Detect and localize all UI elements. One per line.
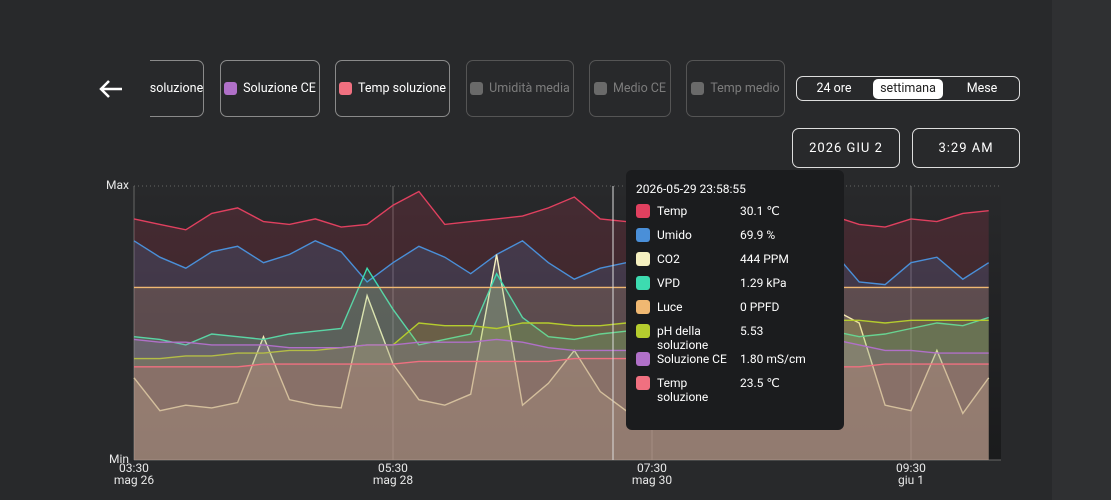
tooltip-row: Soluzione CE 1.80 mS/cm [636,352,834,376]
time-button[interactable]: 3:29 AM [912,128,1020,168]
chip[interactable]: Medio CE [589,60,671,117]
tooltip-swatch [636,204,650,218]
plot-shade [134,186,1001,460]
chip-checkbox [470,82,484,95]
chip-checkbox [691,82,705,95]
tooltip-row: Luce 0 PPFD [636,300,834,324]
chip[interactable]: Umidità media [466,60,574,117]
chip-label: Temp medio [710,81,780,96]
tooltip-swatch [636,376,650,390]
series-area [134,358,989,460]
range-option[interactable]: settimana [873,78,943,99]
chip-label: Temp soluzione [358,81,446,96]
range-option[interactable]: 24 ore [816,80,852,96]
chip[interactable]: Temp medio [686,60,785,117]
tooltip-value: 30.1 ℃ [740,204,780,218]
back-button[interactable] [96,74,126,104]
x-tick-label: 03:30 mag 26 [114,461,155,487]
tooltip-row: Temp soluzione 23.5 ℃ [636,376,834,404]
series-line [133,338,989,354]
y-tick-label: Max [106,178,129,192]
date-button[interactable]: 2026 GIU 2 [792,128,900,168]
tooltip-swatch [636,228,650,242]
range-option[interactable]: Mese [966,80,998,96]
tooltip-series-name: Temp soluzione [657,376,709,404]
chip[interactable]: soluzione [150,60,204,117]
tooltip-row: Temp 30.1 ℃ [636,204,834,228]
chip-label: Umidità media [489,81,570,96]
y-tick-label: Min [109,452,129,466]
tooltip-series-name: pH della soluzione [657,324,709,352]
series-line [134,319,989,360]
tooltip-row: VPD 1.29 kPa [636,276,834,300]
tooltip-series-name: Umido [657,228,692,242]
tooltip-value: 444 PPM [740,252,789,266]
tooltip-swatch [636,276,650,290]
x-tick-label: 09:30 giu 1 [896,461,926,487]
tooltip-value: 0 PPFD [740,300,780,314]
tooltip-row: CO2 444 PPM [636,252,834,276]
chip-label: Medio CE [612,81,667,96]
chip-checkbox [593,82,607,95]
tooltip-series-name: VPD [657,276,681,290]
tooltip-swatch [636,252,650,266]
chip-label: soluzione [150,81,204,96]
series-line [133,239,990,297]
chip-label: Soluzione CE [243,81,316,96]
series-line [134,357,989,368]
tooltip-swatch [636,352,650,366]
tooltip-value: 1.29 kPa [740,276,787,290]
chip-checkbox [339,82,352,95]
tooltip-row: Umido 69.9 % [636,228,834,252]
chip[interactable]: Temp soluzione [335,60,450,117]
tooltip-title: 2026-05-29 23:58:55 [636,182,746,196]
x-tick-label: 05:30 mag 28 [373,461,414,487]
tooltip: 2026-05-29 23:58:55 Temp 30.1 ℃ Umido 69.9 … [626,170,844,430]
side-strip [1052,0,1111,500]
range-selector: 24 ore settimana Mese [796,76,1020,101]
series-line [133,254,990,420]
tooltip-series-name: Luce [657,300,683,314]
tooltip-value: 23.5 ℃ [740,376,780,390]
tooltip-series-name: Temp [657,204,688,218]
chip-checkbox [224,82,238,95]
tooltip-swatch [636,300,650,314]
chip[interactable]: Soluzione CE [220,60,320,117]
tooltip-value: 1.80 mS/cm [740,352,806,366]
series-line [133,190,989,231]
tooltip-value: 69.9 % [740,228,776,242]
tooltip-value: 5.53 [740,324,764,338]
tooltip-series-name: Soluzione CE [657,352,727,366]
tooltip-swatch [636,324,650,338]
tooltip-series-name: CO2 [657,252,680,266]
tooltip-row: pH della soluzione 5.53 [636,324,834,352]
series-line [133,266,989,346]
x-tick-label: 07:30 mag 30 [632,461,673,487]
